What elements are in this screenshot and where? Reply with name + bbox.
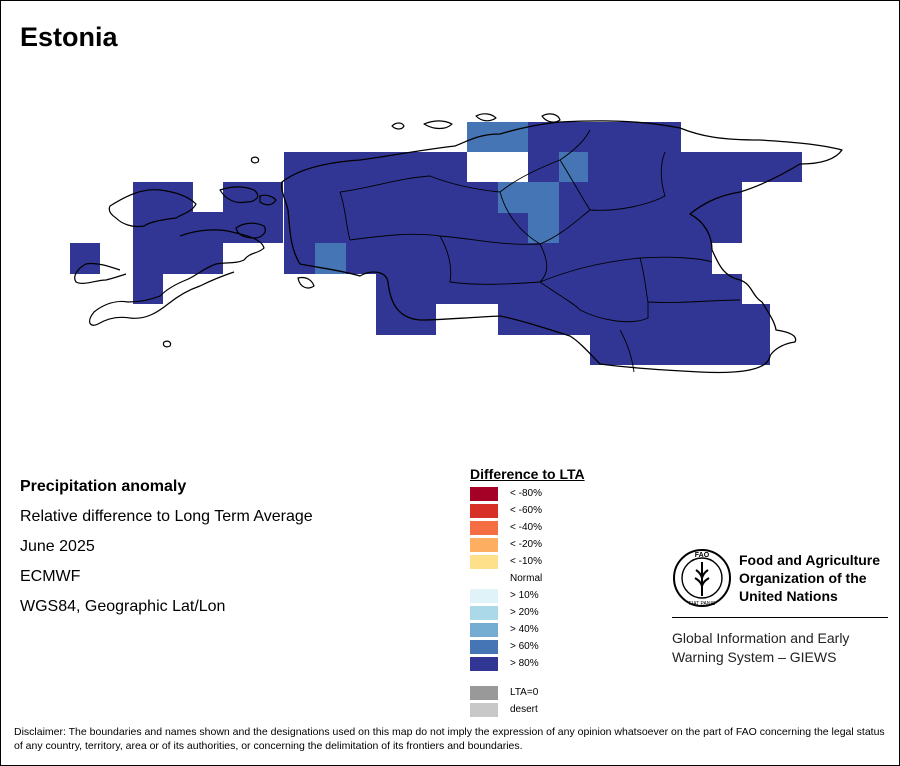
giews-line: Warning System – GIEWS: [672, 649, 837, 665]
islands: [74, 113, 561, 348]
legend-label: desert: [510, 704, 538, 715]
legend-swatch: [470, 504, 498, 518]
country-boundaries: [280, 120, 843, 374]
legend-label: > 20%: [510, 607, 539, 618]
organization-name-line: Organization of the: [739, 570, 867, 586]
legend-swatch: [470, 686, 498, 700]
legend-extra: LTA=0 desert: [470, 685, 670, 719]
legend-label: LTA=0: [510, 687, 539, 698]
legend-item: > 80%: [470, 656, 670, 673]
legend-swatch: [470, 521, 498, 535]
map-legend: Difference to LTA < -80% < -60% < -40% < -2…: [470, 466, 670, 719]
giews-name: Global Information and Early Warning Sys…: [672, 629, 849, 667]
legend-swatch: [470, 623, 498, 637]
map-title: Estonia: [20, 22, 118, 52]
legend-item: > 20%: [470, 605, 670, 622]
fao-logo-motto: FIAT PANIS: [689, 601, 716, 607]
map-projection: WGS84, Geographic Lat/Lon: [20, 598, 226, 615]
legend-swatch: [470, 487, 498, 501]
legend-item: Normal: [470, 571, 670, 588]
legend-item: < -80%: [470, 486, 670, 503]
legend-swatch: [470, 589, 498, 603]
legend-item: LTA=0: [470, 685, 670, 702]
legend-label: > 40%: [510, 624, 539, 635]
organization-name-line: Food and Agriculture: [739, 552, 881, 568]
organization-name-line: United Nations: [739, 588, 838, 604]
legend-item: < -60%: [470, 503, 670, 520]
legend-swatch: [470, 657, 498, 671]
legend-swatch: [470, 703, 498, 717]
legend-item: desert: [470, 702, 670, 719]
legend-swatch: [470, 538, 498, 552]
giews-line: Global Information and Early: [672, 630, 850, 646]
legend-swatch: [470, 555, 498, 569]
disclaimer: Disclaimer: The boundaries and names sho…: [14, 726, 885, 752]
legend-swatch: [470, 640, 498, 654]
legend-label: < -10%: [510, 556, 542, 567]
legend-item: > 40%: [470, 622, 670, 639]
legend-item: < -40%: [470, 520, 670, 537]
legend-label: > 60%: [510, 641, 539, 652]
legend-label: < -80%: [510, 488, 542, 499]
legend-label: Normal: [510, 573, 543, 584]
map-info: Precipitation anomaly Relative differenc…: [20, 472, 313, 622]
legend-label: > 80%: [510, 658, 539, 669]
divider: [672, 617, 888, 618]
legend-items: < -80% < -60% < -40% < -20% < -10% Normal > 10…: [470, 486, 670, 673]
map-period: June 2025: [20, 538, 95, 555]
legend-label: < -40%: [510, 522, 542, 533]
fao-logo-text: FAO: [695, 552, 710, 559]
legend-swatch: [470, 606, 498, 620]
map-subtitle: Relative difference to Long Term Average: [20, 508, 313, 525]
map-heading: Precipitation anomaly: [20, 478, 187, 495]
legend-title: Difference to LTA: [470, 466, 585, 482]
legend-item: < -10%: [470, 554, 670, 571]
legend-label: < -20%: [510, 539, 542, 550]
organization-name: Food and Agriculture Organization of the…: [739, 551, 880, 605]
legend-item: > 10%: [470, 588, 670, 605]
map-source: ECMWF: [20, 568, 81, 585]
precipitation-anomaly-map: [70, 113, 843, 374]
legend-label: < -60%: [510, 505, 542, 516]
fao-logo: FAO FIAT PANIS: [673, 549, 731, 607]
legend-item: > 60%: [470, 639, 670, 656]
anomaly-grid: [70, 122, 802, 365]
legend-label: > 10%: [510, 590, 539, 601]
legend-item: < -20%: [470, 537, 670, 554]
